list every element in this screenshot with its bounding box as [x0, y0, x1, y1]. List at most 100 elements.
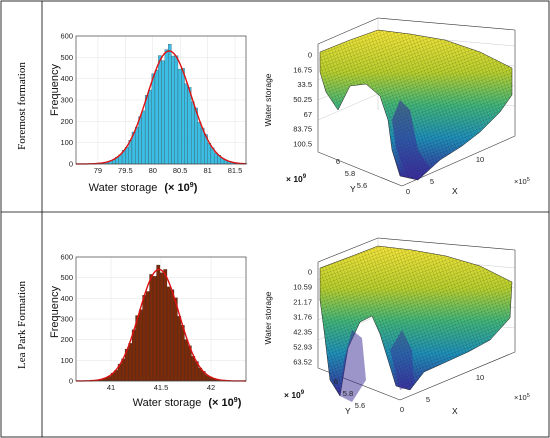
y-tick-label: 200 [60, 335, 73, 344]
x-tick-labels: 41 41.5 42 [107, 383, 215, 392]
x-axis-label-3d: X [452, 186, 458, 196]
x-tick-label: 79 [94, 166, 102, 175]
y-tick-label: 400 [60, 294, 73, 303]
y-tick-label: 500 [60, 53, 73, 62]
x-tick-label: 80 [149, 166, 157, 175]
x-tick-label-3d: 0 [406, 187, 410, 196]
y-tick-label: 600 [60, 253, 73, 262]
histogram-bars [92, 44, 248, 165]
histogram-bar [187, 87, 192, 165]
histogram-bar [125, 147, 129, 165]
histogram-bar [138, 116, 142, 165]
histogram-bar [166, 286, 171, 382]
y-axis-label-3d: Y [345, 406, 351, 416]
x-scale-label: ×105 [514, 177, 530, 186]
histogram-bar [197, 122, 202, 165]
histogram-bar [149, 274, 154, 382]
z-tick-label: 63.52 [293, 358, 312, 367]
y-axis-label: Frequency [49, 64, 61, 116]
x-tick-labels-3d: 0 5 10 [400, 373, 484, 414]
x-tick-label: 79.5 [118, 166, 133, 175]
z-tick-label: 21.17 [293, 298, 312, 307]
x-tick-label-3d: 10 [476, 373, 484, 382]
histogram-bar [144, 95, 149, 165]
y-axis-label: Frequency [49, 286, 61, 338]
y-scale-label: × 109 [286, 174, 307, 184]
histogram-bar [141, 110, 146, 165]
x-tick-label: 81 [203, 166, 211, 175]
surface-plot-foremost: 0 16.75 33.5 50.25 67 83.75 100.5 Water storag… [263, 17, 530, 196]
histogram-bar [128, 343, 133, 382]
histogram-bar [184, 339, 189, 382]
surface-trough [390, 330, 414, 390]
z-axis-label: Water storage [263, 291, 273, 344]
x-tick-label-3d: 10 [476, 155, 484, 164]
histogram-bar [214, 152, 218, 165]
histogram-bar [158, 55, 162, 165]
z-tick-label: 0 [308, 268, 312, 277]
histogram-bar [170, 289, 175, 382]
x-tick-labels-3d: 0 5 10 [406, 155, 484, 196]
surface-plot-lea-park: 0 10.59 21.17 31.76 42.35 52.93 63.52 Water st… [263, 237, 530, 416]
z-tick-label: 83.75 [293, 125, 312, 134]
y-tick-labels: 0 100 200 300 400 500 600 [60, 32, 73, 169]
histogram-bar [145, 291, 150, 382]
z-tick-label: 67 [304, 110, 312, 119]
x-tick-labels: 79 79.5 80 80.5 81 81.5 [94, 166, 243, 175]
y-axis-label-3d: Y [350, 184, 356, 194]
z-tick-labels: 0 16.75 33.5 50.25 67 83.75 100.5 [293, 51, 312, 149]
surface-mesh-lines [320, 30, 512, 180]
y-tick-label: 0 [69, 160, 73, 169]
z-tick-label: 10.59 [293, 283, 312, 292]
histogram-bar [184, 83, 188, 165]
y-scale-label: × 109 [284, 390, 305, 400]
z-tick-label: 52.93 [293, 343, 312, 352]
normal-fit-curve [75, 268, 246, 382]
y-tick-label: 500 [60, 273, 73, 282]
histogram-bar [163, 269, 168, 382]
x-tick-label-3d: 5 [426, 395, 430, 404]
y-tick-label: 0 [69, 377, 73, 386]
x-tick-label-3d: 0 [400, 405, 404, 414]
x-tick-label-3d: 5 [430, 177, 434, 186]
y-tick-label: 200 [60, 117, 73, 126]
z-axis-label: Water storage [263, 73, 273, 126]
y-tick-label-3d: 5.8 [343, 389, 353, 398]
histogram-bar [148, 89, 152, 165]
histogram-bar [135, 126, 139, 165]
y-tick-label-3d: 5.6 [357, 181, 367, 190]
histogram-bar [138, 309, 143, 382]
histogram-bars [86, 264, 231, 382]
y-tick-label-3d: 6 [334, 377, 338, 386]
histogram-bar [200, 127, 205, 165]
histogram-bar [164, 49, 169, 165]
histogram-bar [174, 55, 179, 165]
histogram-bar [177, 68, 182, 165]
histogram-axes-box [75, 35, 247, 165]
z-tick-label: 16.75 [293, 65, 312, 74]
x-tick-label: 81.5 [228, 166, 243, 175]
x-scale-label: ×105 [514, 393, 530, 402]
histogram-lea-park: 41 41.5 42 0 100 200 300 400 500 600 Frequency W… [49, 253, 247, 409]
y-tick-label: 100 [60, 356, 73, 365]
x-tick-label: 41 [107, 383, 115, 392]
z-tick-label: 50.25 [293, 95, 312, 104]
y-tick-labels: 0 100 200 300 400 500 600 [60, 253, 73, 386]
z-tick-label: 33.5 [297, 80, 312, 89]
row-label-foremost: Foremost formation [16, 62, 28, 150]
histogram-bar [152, 276, 157, 382]
normal-fit-curve [75, 50, 247, 165]
y-tick-label: 600 [60, 32, 73, 41]
surface-mesh-lines [320, 246, 512, 396]
x-axis-label: Water storage (× 109) [133, 397, 242, 409]
x-axis-label-3d: X [452, 406, 458, 416]
z-tick-labels: 0 10.59 21.17 31.76 42.35 52.93 63.52 [293, 268, 312, 367]
histogram-bar [191, 101, 195, 165]
histogram-bar [168, 44, 172, 165]
z-tick-label: 31.76 [293, 313, 312, 322]
histogram-axes-box [75, 256, 247, 382]
y-tick-label-3d: 6 [336, 157, 340, 166]
y-tick-label: 300 [60, 96, 73, 105]
